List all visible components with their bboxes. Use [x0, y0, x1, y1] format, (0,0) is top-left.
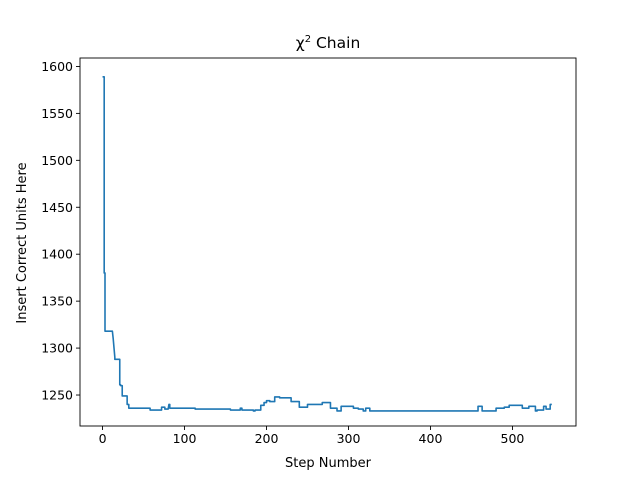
x-axis-label: Step Number — [285, 456, 372, 471]
chart-title-base: χ — [296, 34, 305, 52]
y-tick-label-1300: 1300 — [41, 341, 73, 356]
plot-area: 0 100 200 300 400 500 1250 1300 1350 1400 1450 1500… — [41, 57, 577, 446]
chart-title-rest: Chain — [311, 34, 360, 52]
x-tick-label-300: 300 — [337, 431, 361, 446]
chart-title-superscript: 2 — [305, 34, 311, 45]
axes-frame — [79, 57, 577, 427]
y-tick-label-1550: 1550 — [41, 106, 73, 121]
y-tick-label-1450: 1450 — [41, 200, 73, 215]
x-tick-label-200: 200 — [255, 431, 279, 446]
y-tick-label-1250: 1250 — [41, 388, 73, 403]
y-tick-label-1600: 1600 — [41, 59, 73, 74]
x-tick-label-500: 500 — [501, 431, 525, 446]
y-tick-label-1400: 1400 — [41, 247, 73, 262]
y-tick-label-1500: 1500 — [41, 153, 73, 168]
x-tick-label-400: 400 — [419, 431, 443, 446]
y-tick-label-1350: 1350 — [41, 294, 73, 309]
series-line-0 — [102, 75, 552, 412]
y-axis-label: Insert Correct Units Here — [15, 162, 30, 323]
chart-title: χ2 Chain — [296, 34, 361, 52]
x-tick-label-0: 0 — [99, 431, 107, 446]
x-tick-label-100: 100 — [173, 431, 197, 446]
